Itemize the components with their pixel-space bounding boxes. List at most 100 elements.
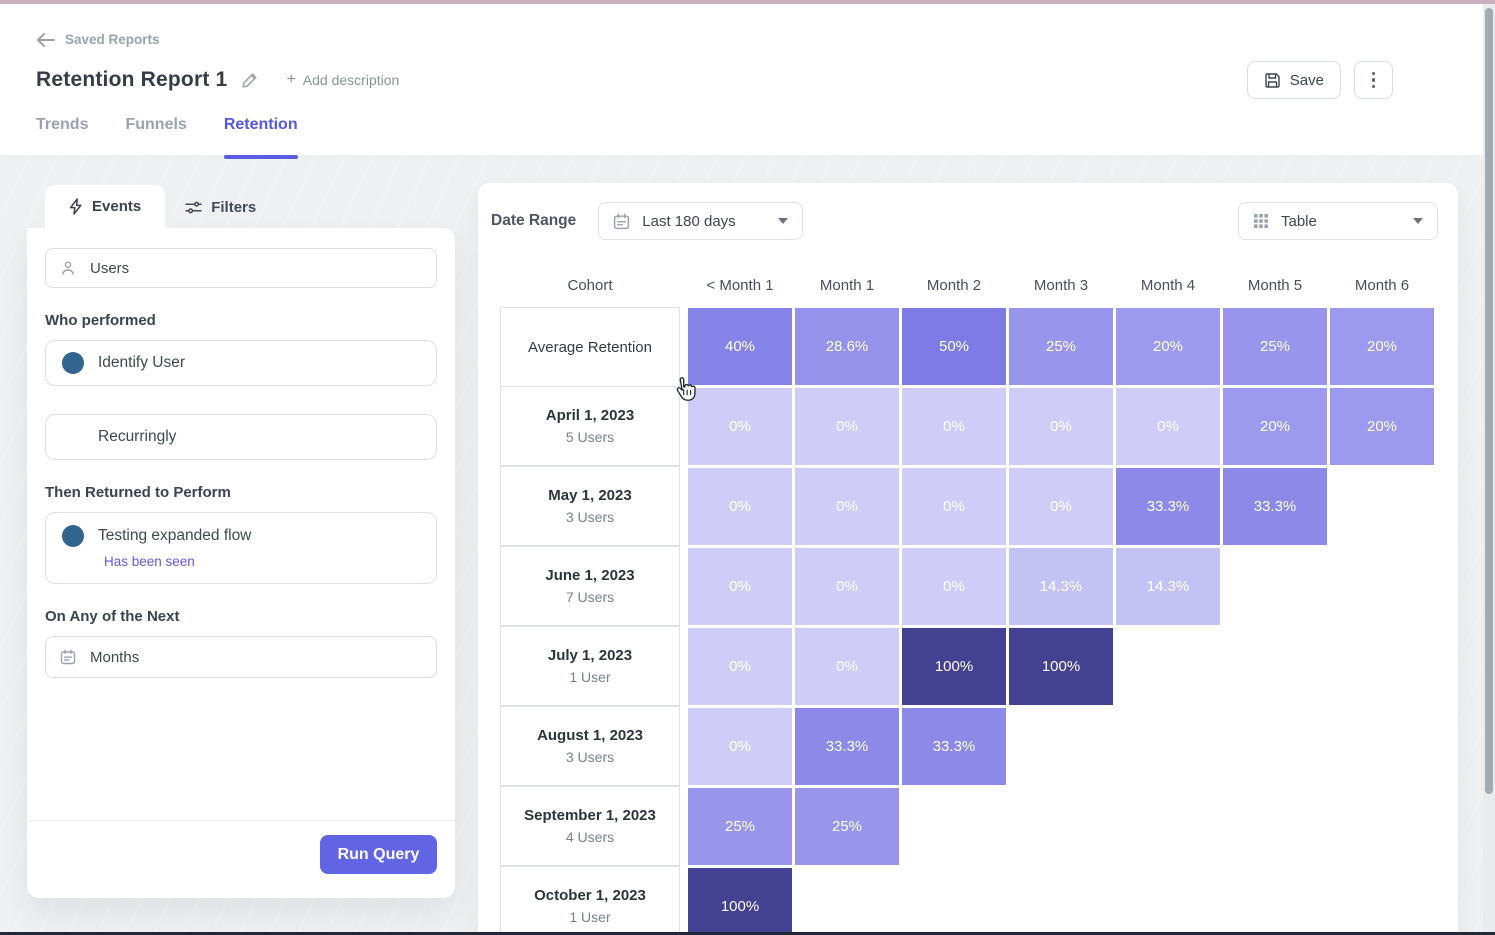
window-bottom-edge [0, 932, 1495, 935]
retention-cell[interactable]: 0% [688, 468, 792, 545]
retention-cell[interactable]: 0% [902, 468, 1006, 545]
retention-cell[interactable]: 25% [1009, 308, 1113, 385]
retention-cell[interactable]: 0% [1009, 468, 1113, 545]
retention-cell[interactable]: 100% [688, 868, 792, 935]
returned-condition-link[interactable]: Has been seen [104, 554, 195, 569]
retention-cell[interactable]: 0% [795, 468, 899, 545]
more-options-button[interactable] [1354, 61, 1393, 99]
retention-cell[interactable]: 0% [902, 548, 1006, 625]
retention-cell[interactable]: 14.3% [1116, 548, 1220, 625]
chevron-down-icon [1413, 218, 1423, 224]
users-input-value: Users [90, 259, 130, 277]
table-row: September 1, 2023 4 Users 25% 25% [500, 786, 1458, 867]
column-header-cohort: Cohort [567, 276, 613, 294]
column-header: Month 4 [1140, 276, 1196, 294]
cohort-cell: Average Retention [500, 307, 680, 387]
table-row: Average Retention 40% 28.6% 50% 25% 20% 25% 20% [500, 307, 1458, 387]
query-builder-panel: Users Who performed Identify User Recurr… [27, 228, 455, 898]
users-input[interactable]: Users [45, 248, 437, 288]
table-row: October 1, 2023 1 User 100% [500, 866, 1458, 935]
tab-funnels[interactable]: Funnels [125, 116, 187, 133]
filters-tab-label: Filters [211, 199, 257, 216]
interval-input[interactable]: Months [45, 636, 437, 678]
retention-table: Cohort < Month 1 Month 1 Month 2 Month 3 Mont… [500, 263, 1458, 935]
edit-title-icon[interactable] [241, 72, 258, 89]
date-range-value: Last 180 days [642, 212, 736, 230]
retention-cell[interactable]: 33.3% [795, 708, 899, 785]
retention-cell[interactable]: 0% [902, 388, 1006, 465]
retention-cell[interactable]: 0% [1116, 388, 1220, 465]
retention-cell[interactable]: 0% [795, 548, 899, 625]
retention-cell[interactable]: 100% [902, 628, 1006, 705]
query-panel-tabs: Events Filters [45, 185, 276, 228]
save-label: Save [1289, 71, 1324, 89]
returned-event-selector[interactable]: Testing expanded flow Has been seen [45, 512, 437, 584]
table-row: June 1, 2023 7 Users 0% 0% 0% 14.3% 14.3% [500, 546, 1458, 627]
grid-icon [1253, 213, 1269, 229]
date-range-label: Date Range [491, 212, 577, 229]
retention-cell[interactable]: 100% [1009, 628, 1113, 705]
retention-cell[interactable]: 0% [795, 628, 899, 705]
retention-cell[interactable]: 25% [795, 788, 899, 865]
performed-event-selector[interactable]: Identify User [45, 340, 437, 386]
retention-cell[interactable]: 50% [902, 308, 1006, 385]
plus-icon: + [286, 71, 296, 88]
retention-cell[interactable]: 0% [688, 548, 792, 625]
table-row: July 1, 2023 1 User 0% 0% 100% 100% [500, 626, 1458, 707]
retention-cell[interactable]: 33.3% [1223, 468, 1327, 545]
retention-cell[interactable]: 20% [1330, 308, 1434, 385]
save-button[interactable]: Save [1246, 61, 1341, 99]
events-tab-label: Events [92, 198, 142, 215]
retention-cell[interactable]: 33.3% [902, 708, 1006, 785]
cohort-label: May 1, 2023 [548, 487, 632, 504]
filter-sliders-icon [185, 200, 202, 215]
tab-retention[interactable]: Retention [223, 116, 298, 159]
report-panel: Date Range Last 180 days Table [478, 183, 1458, 935]
content-area: Events Filters Users Who performed [0, 155, 1495, 935]
retention-cell[interactable]: 0% [795, 388, 899, 465]
retention-cell[interactable]: 0% [688, 708, 792, 785]
tab-events[interactable]: Events [45, 185, 166, 228]
vertical-scrollbar[interactable] [1483, 4, 1495, 935]
event-color-dot [62, 352, 84, 374]
run-query-button[interactable]: Run Query [320, 835, 437, 874]
retention-table-body: Average Retention 40% 28.6% 50% 25% 20% 25% 20%… [500, 307, 1458, 935]
retention-cell[interactable]: 14.3% [1009, 548, 1113, 625]
add-description-label: Add description [302, 72, 400, 88]
add-description-button[interactable]: + Add description [286, 71, 400, 89]
retention-cell[interactable]: 20% [1330, 388, 1434, 465]
event-color-dot [62, 525, 84, 547]
scrollbar-thumb[interactable] [1485, 8, 1493, 794]
retention-cell[interactable]: 33.3% [1116, 468, 1220, 545]
on-any-of-next-label: On Any of the Next [45, 608, 180, 625]
who-performed-label: Who performed [45, 312, 156, 329]
retention-cell[interactable]: 28.6% [795, 308, 899, 385]
retention-cell[interactable]: 25% [1223, 308, 1327, 385]
retention-cell[interactable]: 0% [688, 388, 792, 465]
cohort-label: July 1, 2023 [547, 647, 633, 664]
tab-filters[interactable]: Filters [165, 199, 276, 228]
tab-trends[interactable]: Trends [36, 116, 89, 133]
returned-event-name: Testing expanded flow [98, 527, 252, 544]
view-type-dropdown[interactable]: Table [1238, 202, 1438, 240]
retention-cell[interactable]: 40% [688, 308, 792, 385]
lightning-icon [69, 198, 83, 215]
report-type-tabs: Trends Funnels Retention [36, 116, 298, 159]
column-header: Month 2 [926, 276, 982, 294]
retention-cell[interactable]: 0% [688, 628, 792, 705]
retention-table-header: Cohort < Month 1 Month 1 Month 2 Month 3 Mont… [500, 263, 1458, 307]
cohort-cell: October 1, 2023 1 User [500, 866, 680, 935]
retention-cell[interactable]: 20% [1223, 388, 1327, 465]
retention-cell[interactable]: 0% [1009, 388, 1113, 465]
chevron-down-icon [778, 218, 789, 224]
date-range-dropdown[interactable]: Last 180 days [598, 202, 804, 240]
back-link[interactable]: Saved Reports [36, 32, 160, 47]
performed-event-name: Identify User [98, 354, 186, 371]
cohort-users-count: 7 Users [565, 589, 615, 605]
interval-input-value: Months [90, 648, 140, 666]
retention-cell[interactable]: 25% [688, 788, 792, 865]
cohort-users-count: 1 User [569, 909, 611, 925]
frequency-selector[interactable]: Recurringly [45, 414, 437, 460]
cohort-users-count: 3 Users [565, 509, 615, 525]
retention-cell[interactable]: 20% [1116, 308, 1220, 385]
